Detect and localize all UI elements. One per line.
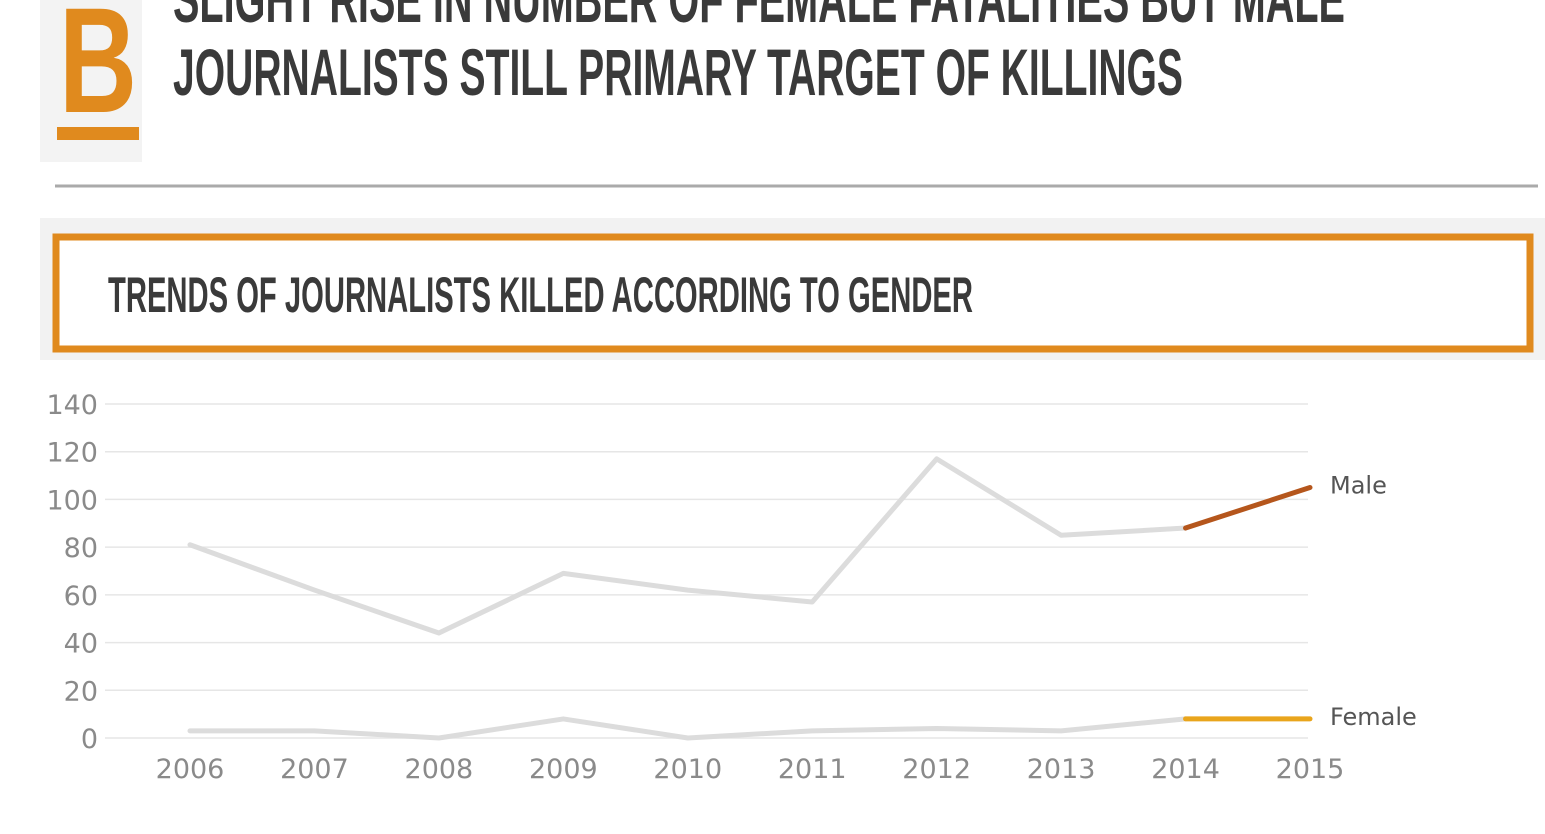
x-tick-label: 2007 — [280, 754, 349, 785]
y-tick-label: 80 — [64, 533, 98, 564]
y-tick-label: 60 — [64, 581, 98, 612]
x-tick-label: 2006 — [156, 754, 225, 785]
badge-letter: B — [59, 0, 137, 144]
x-tick-label: 2011 — [778, 754, 847, 785]
x-tick-label: 2014 — [1151, 754, 1220, 785]
y-tick-label: 0 — [81, 724, 98, 755]
heading-line: SLIGHT RISE IN NUMBER OF FEMALE FATALITI… — [173, 0, 1345, 36]
y-tick-label: 40 — [64, 629, 98, 660]
y-tick-label: 100 — [46, 485, 98, 516]
series-line-highlight — [1183, 485, 1313, 531]
x-tick-label: 2008 — [405, 754, 474, 785]
series-label: Male — [1330, 472, 1387, 500]
x-tick-label: 2012 — [902, 754, 971, 785]
series-line-muted — [187, 716, 1189, 741]
x-tick-label: 2009 — [529, 754, 598, 785]
series-label: Female — [1330, 703, 1417, 731]
heading-line: JOURNALISTS STILL PRIMARY TARGET OF KILL… — [173, 35, 1183, 109]
x-tick-label: 2010 — [653, 754, 722, 785]
title-box — [52, 233, 1534, 353]
x-tick-label: 2015 — [1276, 754, 1345, 785]
x-tick-label: 2013 — [1027, 754, 1096, 785]
y-tick-label: 140 — [46, 390, 98, 421]
y-tick-label: 120 — [46, 438, 98, 469]
series-line-muted — [187, 456, 1189, 636]
chart-title: TRENDS OF JOURNALISTS KILLED ACCORDING T… — [108, 267, 973, 323]
y-tick-label: 20 — [64, 676, 98, 707]
badge-underline — [57, 127, 139, 140]
